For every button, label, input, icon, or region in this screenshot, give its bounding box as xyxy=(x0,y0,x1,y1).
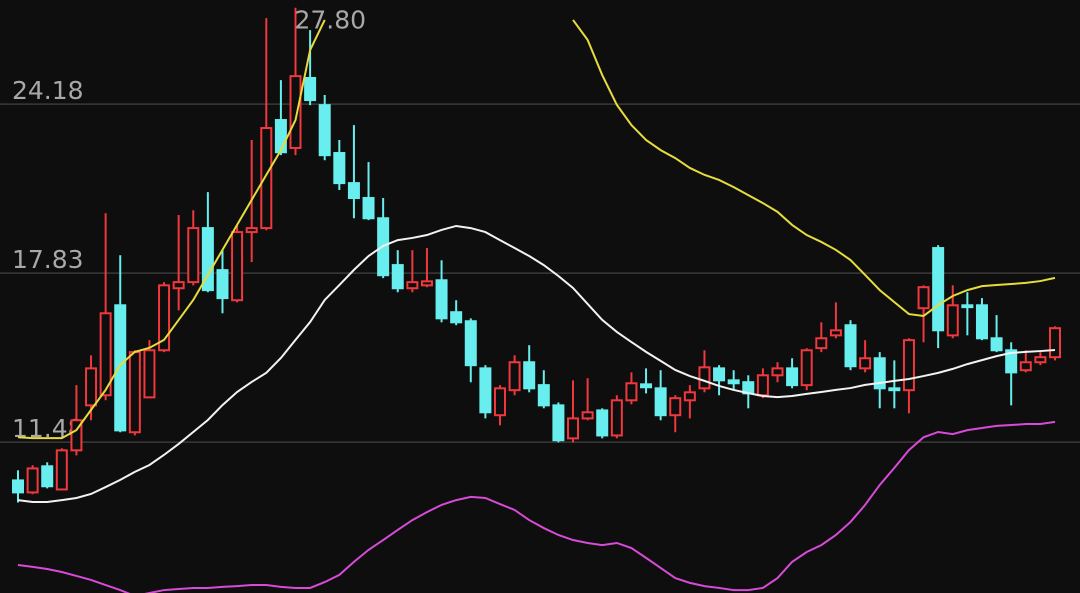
moving-average-line xyxy=(17,19,326,440)
candle-body xyxy=(1049,327,1061,359)
candle-body xyxy=(41,465,54,488)
candle-body xyxy=(216,269,229,300)
candle-body xyxy=(975,304,988,340)
moving-average-line xyxy=(17,420,1056,593)
candle-body xyxy=(304,76,317,102)
candle-body xyxy=(464,320,477,367)
candle-body xyxy=(172,281,185,290)
candle-body xyxy=(771,367,784,377)
candle-body xyxy=(70,419,83,452)
candle-body xyxy=(1034,356,1047,364)
moving-average-line xyxy=(572,19,1056,317)
candle-body xyxy=(610,399,623,437)
candle-body xyxy=(625,382,638,402)
candle-body xyxy=(12,479,24,494)
candle-body xyxy=(508,361,521,392)
candle-body xyxy=(654,387,667,417)
candle-body xyxy=(493,387,506,417)
candle-body xyxy=(245,227,258,234)
candle-body xyxy=(187,227,200,284)
candle-body xyxy=(946,304,959,337)
candle-body xyxy=(114,304,127,432)
candle-body xyxy=(143,349,156,399)
moving-average-line xyxy=(17,224,1056,503)
candle-body xyxy=(698,366,711,390)
candle-body xyxy=(537,384,550,407)
candle-body xyxy=(669,397,682,417)
candle-body xyxy=(479,367,492,414)
candle-body xyxy=(158,284,171,352)
candle-body xyxy=(888,387,901,392)
candle-body xyxy=(713,367,726,382)
candle-body xyxy=(333,152,346,185)
candle-body xyxy=(786,367,799,387)
candle-body xyxy=(274,119,287,154)
candle-body xyxy=(815,337,828,350)
candle-body xyxy=(85,367,98,407)
candle-body xyxy=(391,264,404,290)
candle-body xyxy=(800,349,813,387)
candle-body xyxy=(844,324,857,368)
candle-body xyxy=(289,75,302,149)
candle-body xyxy=(201,227,214,292)
candle-body xyxy=(596,409,609,437)
candle-body xyxy=(552,404,565,442)
candle-body xyxy=(756,374,769,397)
candle-body xyxy=(917,286,930,310)
candle-body xyxy=(26,467,39,494)
candle-body xyxy=(859,357,872,370)
candle-body xyxy=(932,247,945,332)
candle-body xyxy=(640,383,653,389)
candle-body xyxy=(435,279,448,320)
candle-body xyxy=(581,411,594,420)
candle-body xyxy=(902,339,915,392)
candle-body xyxy=(523,361,536,390)
candle-body xyxy=(318,104,331,157)
y-tick-label: 24.18 xyxy=(12,76,84,105)
candle-body xyxy=(1005,349,1018,374)
candle-body xyxy=(406,281,419,290)
candle-body xyxy=(829,329,842,337)
candle-body xyxy=(990,337,1003,352)
candle-body xyxy=(873,357,886,390)
candle-body xyxy=(727,379,740,385)
candle-body xyxy=(347,182,360,200)
candle-body xyxy=(450,311,463,324)
candle-body xyxy=(420,280,433,287)
candle-body xyxy=(683,391,696,402)
max-price-label: 27.80 xyxy=(295,6,367,35)
candle-body xyxy=(55,449,68,491)
candle-body xyxy=(567,417,580,440)
candle-body xyxy=(362,197,375,220)
candle-body xyxy=(961,304,974,309)
candle-body xyxy=(99,312,112,397)
y-tick-label: 17.83 xyxy=(12,245,84,274)
candle-body xyxy=(128,351,141,434)
candle-body xyxy=(260,127,273,230)
candle-body xyxy=(1019,361,1032,372)
candle-body xyxy=(231,231,244,302)
